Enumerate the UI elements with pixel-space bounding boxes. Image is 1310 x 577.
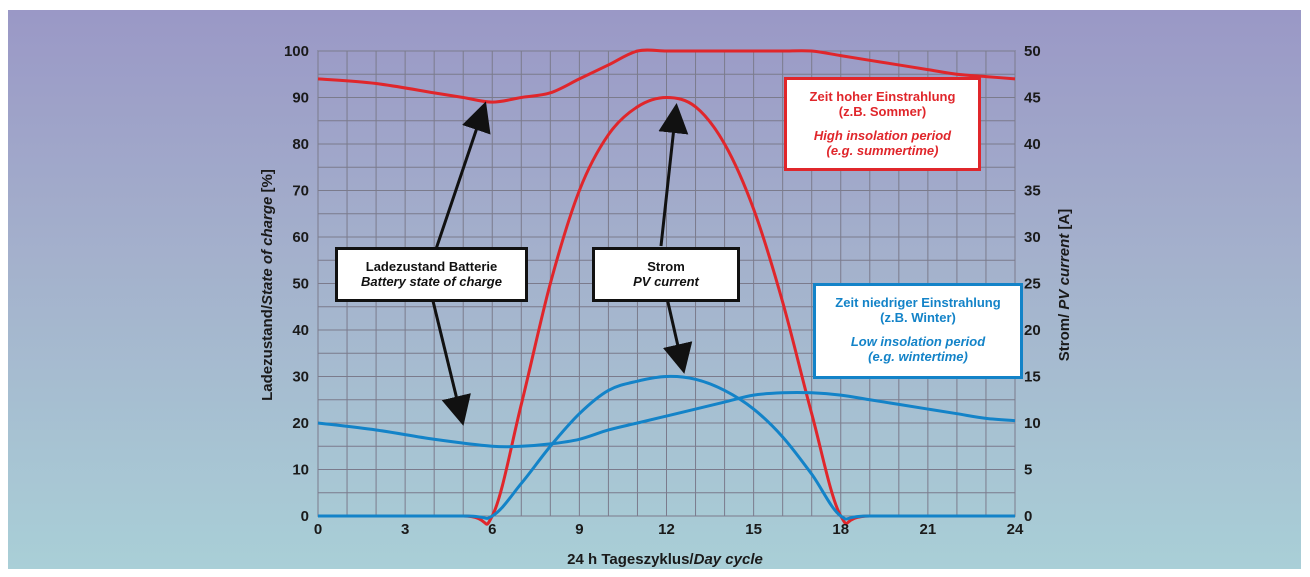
y-right-tick-label: 10 <box>1024 415 1041 432</box>
tick-labels: 0 3 6 9 12 15 18 21 2401020304050607080901000510… <box>284 43 1041 538</box>
annotation-high-line3: High insolation period <box>813 128 952 143</box>
annotation-arrows <box>431 101 693 426</box>
annotation-battery-line2: Battery state of charge <box>361 274 502 289</box>
y-left-tick-label: 80 <box>292 136 309 153</box>
y-right-tick-label: 40 <box>1024 136 1041 153</box>
y-left-tick-label: 20 <box>292 415 309 432</box>
y-right-tick-label: 25 <box>1024 276 1041 293</box>
y-left-tick-label: 90 <box>292 90 309 107</box>
annotation-current: Strom PV current <box>592 247 740 302</box>
x-tick-label: 24 <box>1007 521 1024 538</box>
y-left-tick-label: 50 <box>292 276 309 293</box>
y-right-tick-label: 20 <box>1024 322 1041 339</box>
y-right-tick-label: 30 <box>1024 229 1041 246</box>
x-axis-label: 24 h Tageszyklus/Day cycle <box>567 551 763 568</box>
y-left-tick-label: 10 <box>292 462 309 479</box>
x-tick-label: 21 <box>920 521 937 538</box>
x-tick-label: 12 <box>658 521 675 538</box>
annotation-low-line4: (e.g. wintertime) <box>868 349 968 364</box>
y-axis-left-label: Ladezustand/State of charge [%] <box>259 169 276 401</box>
annotation-current-line1: Strom <box>647 259 685 274</box>
x-tick-label: 6 <box>488 521 496 538</box>
y-left-tick-label: 100 <box>284 43 309 60</box>
annotation-low-line1: Zeit niedriger Einstrahlung <box>835 295 1001 310</box>
y-right-tick-label: 0 <box>1024 508 1032 525</box>
annotation-battery-line1: Ladezustand Batterie <box>365 259 498 274</box>
y-right-tick-label: 50 <box>1024 43 1041 60</box>
y-left-tick-label: 60 <box>292 229 309 246</box>
series-line-1 <box>317 96 1015 526</box>
y-left-tick-label: 0 <box>301 508 309 525</box>
y-right-tick-label: 35 <box>1024 183 1041 200</box>
x-tick-label: 3 <box>401 521 409 538</box>
y-axis-right-label: Strom/ PV current [A] <box>1056 209 1073 362</box>
y-right-tick-label: 15 <box>1024 369 1041 386</box>
x-tick-label: 15 <box>745 521 762 538</box>
y-left-tick-label: 40 <box>292 322 309 339</box>
x-tick-label: 9 <box>575 521 583 538</box>
y-left-tick-label: 70 <box>292 183 309 200</box>
annotation-high-line1: Zeit hoher Einstrahlung <box>809 89 956 104</box>
annotation-high-line2: (z.B. Sommer) <box>838 104 927 119</box>
arrow-current-winter <box>663 297 693 374</box>
annotation-high-line4: (e.g. summertime) <box>826 143 939 158</box>
annotation-low-line2: (z.B. Winter) <box>880 310 956 325</box>
series-line-3 <box>317 374 1015 521</box>
annotation-battery: Ladezustand Batterie Battery state of ch… <box>335 247 528 302</box>
x-tick-label: 18 <box>832 521 849 538</box>
x-tick-label: 0 <box>314 521 322 538</box>
arrow-battery-winter <box>431 300 471 426</box>
annotation-high-insolation: Zeit hoher Einstrahlung (z.B. Sommer) Hi… <box>784 77 981 171</box>
annotation-low-insolation: Zeit niedriger Einstrahlung (z.B. Winter… <box>813 283 1023 379</box>
y-right-tick-label: 45 <box>1024 90 1041 107</box>
y-right-tick-label: 5 <box>1024 462 1032 479</box>
y-left-tick-label: 30 <box>292 369 309 386</box>
series-line-2 <box>317 390 1016 449</box>
annotation-low-line3: Low insolation period <box>850 334 986 349</box>
arrow-current-summer <box>658 103 689 247</box>
arrow-battery-summer <box>431 101 491 259</box>
annotation-current-line2: PV current <box>633 274 699 289</box>
